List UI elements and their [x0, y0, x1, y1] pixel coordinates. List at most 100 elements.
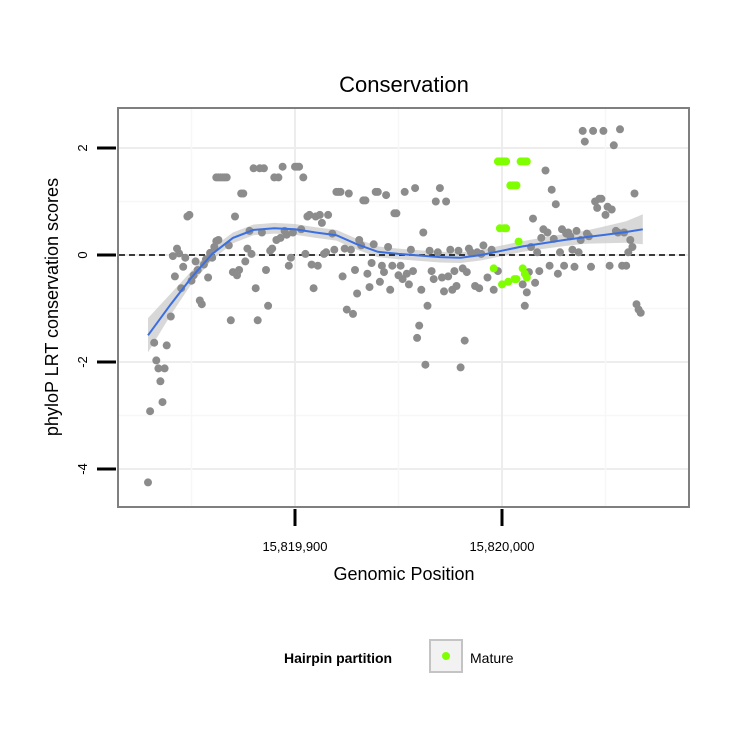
- data-point: [353, 289, 362, 298]
- data-point: [518, 280, 527, 289]
- data-point: [589, 126, 598, 135]
- data-point: [489, 285, 498, 294]
- data-point: [351, 266, 359, 274]
- data-point: [483, 273, 492, 282]
- data-point: [433, 248, 442, 257]
- y-axis-title: phyloP LRT conservation scores: [42, 178, 62, 436]
- data-point: [572, 226, 581, 235]
- x-axis: 15,819,900 15,820,000: [262, 509, 535, 554]
- data-point: [446, 245, 455, 254]
- data-point: [146, 407, 155, 416]
- data-point: [568, 245, 577, 254]
- data-point: [363, 269, 372, 278]
- data-point-mature: [522, 157, 531, 166]
- data-point: [305, 210, 314, 219]
- data-point: [160, 364, 169, 373]
- data-point: [177, 284, 186, 293]
- data-point: [257, 228, 266, 237]
- x-axis-title: Genomic Position: [333, 564, 474, 584]
- data-point: [322, 248, 331, 257]
- smooth-line: [147, 227, 643, 336]
- data-point: [580, 137, 589, 146]
- smooth-trend-line: [147, 227, 643, 336]
- legend-key-mature: [442, 652, 450, 660]
- data-point: [185, 210, 194, 219]
- data-point: [299, 173, 308, 182]
- data-point: [616, 125, 624, 134]
- data-point: [284, 261, 293, 270]
- data-point: [537, 233, 546, 242]
- data-point: [423, 301, 432, 310]
- data-point: [313, 261, 322, 270]
- data-point: [427, 267, 436, 276]
- data-point: [415, 321, 424, 330]
- data-point: [578, 126, 587, 135]
- data-point: [373, 187, 382, 196]
- data-point: [168, 252, 177, 261]
- data-point: [392, 209, 401, 218]
- data-point: [253, 316, 262, 325]
- data-point: [276, 233, 285, 242]
- data-point: [609, 141, 618, 150]
- data-point: [150, 338, 159, 347]
- data-point-mature: [512, 181, 521, 190]
- data-point: [361, 196, 370, 205]
- data-point: [556, 248, 564, 257]
- data-point: [288, 228, 297, 237]
- data-point: [421, 360, 430, 369]
- data-point: [204, 273, 213, 282]
- data-point: [409, 267, 417, 276]
- data-point-mature: [512, 275, 521, 284]
- data-point: [402, 269, 411, 278]
- data-point: [593, 203, 602, 212]
- data-point: [235, 266, 244, 274]
- plot-panel-border: [117, 107, 690, 508]
- data-point: [574, 248, 583, 257]
- data-point: [570, 262, 579, 271]
- y-tick-label: -2: [75, 356, 90, 368]
- data-point: [607, 205, 616, 214]
- data-point: [315, 210, 324, 219]
- data-point: [367, 259, 376, 267]
- data-point: [162, 341, 171, 350]
- data-point: [231, 212, 239, 221]
- data-point: [226, 316, 235, 325]
- data-point-mature: [502, 157, 511, 166]
- data-point: [438, 273, 446, 282]
- data-point: [214, 236, 223, 244]
- data-point: [462, 268, 471, 277]
- data-point: [456, 363, 465, 372]
- data-point: [398, 275, 407, 284]
- data-point: [278, 162, 287, 171]
- data-point: [626, 236, 635, 244]
- data-point: [307, 260, 316, 269]
- legend: Hairpin partition Mature: [284, 639, 514, 673]
- data-point: [338, 272, 347, 281]
- data-point: [309, 284, 318, 293]
- data-point: [605, 261, 614, 270]
- legend-label-mature: Mature: [470, 650, 514, 666]
- data-point: [380, 268, 388, 277]
- data-point: [442, 197, 451, 206]
- data-point: [388, 261, 397, 270]
- data-point: [460, 336, 469, 345]
- data-point: [628, 243, 637, 251]
- data-point: [630, 189, 639, 198]
- data-point: [365, 283, 374, 292]
- y-axis: -4 -2 0 2: [75, 144, 116, 475]
- data-point: [533, 248, 542, 257]
- data-point: [342, 305, 351, 314]
- data-point: [431, 197, 440, 206]
- data-point-mature: [522, 273, 531, 282]
- data-point: [396, 261, 405, 270]
- data-point: [170, 272, 179, 281]
- data-point: [386, 285, 395, 294]
- data-point: [450, 267, 459, 276]
- data-point: [336, 187, 345, 196]
- data-point: [435, 184, 444, 193]
- data-point: [406, 245, 415, 254]
- data-point: [535, 267, 544, 276]
- data-point: [154, 364, 163, 373]
- data-point: [286, 253, 295, 262]
